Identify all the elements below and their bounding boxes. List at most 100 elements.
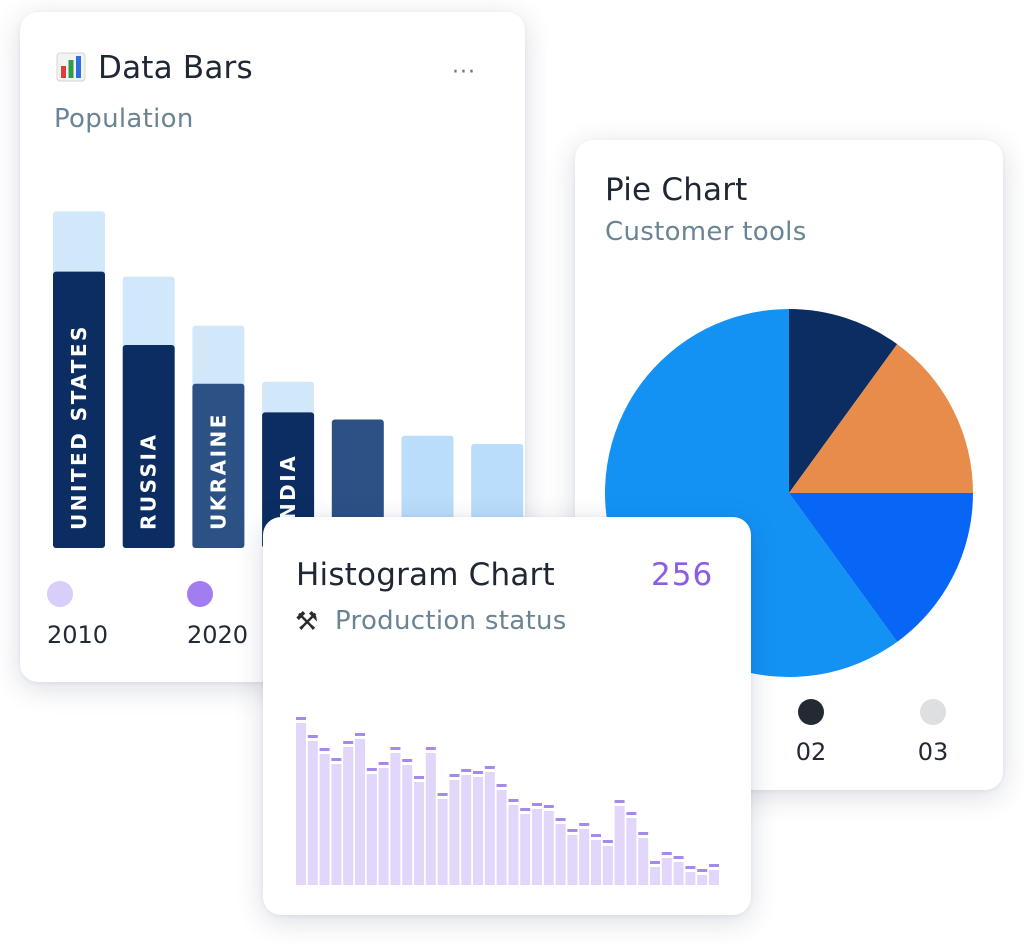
bar-label-0: UNITED STATES <box>67 324 91 530</box>
bar-chart-icon <box>56 52 86 82</box>
histogram-bar-cap-0 <box>296 717 306 720</box>
histogram-bar-35 <box>709 870 719 885</box>
histogram-bar-25 <box>591 840 601 885</box>
histogram-bar-cap-21 <box>543 805 554 808</box>
histogram-bar-10 <box>414 782 424 885</box>
histogram-bar-8 <box>390 753 401 885</box>
data-bars-subtitle: Population <box>54 104 194 134</box>
histogram-bar-cap-26 <box>602 840 613 843</box>
histogram-bar-cap-7 <box>378 762 389 765</box>
histogram-chart <box>296 717 719 885</box>
histogram-bar-cap-30 <box>650 861 660 864</box>
histogram-bar-29 <box>638 838 649 885</box>
histogram-bar-19 <box>520 814 531 885</box>
bar-2010-0 <box>53 211 105 275</box>
histogram-bar-27 <box>614 806 625 885</box>
histogram-bar-18 <box>508 805 519 885</box>
histogram-bar-cap-25 <box>591 834 601 837</box>
legend-dot-2010 <box>47 581 73 607</box>
histogram-bar-11 <box>425 753 436 885</box>
histogram-bar-cap-24 <box>579 823 590 826</box>
histogram-bar-cap-15 <box>473 771 483 774</box>
pie-chart-title: Pie Chart <box>605 172 748 208</box>
histogram-bar-1 <box>307 741 318 885</box>
pie-slice-3 <box>789 493 973 642</box>
histogram-bar-14 <box>461 775 472 885</box>
histogram-bar-33 <box>685 872 696 885</box>
histogram-bar-cap-4 <box>343 741 354 744</box>
histogram-bar-15 <box>473 777 483 885</box>
histogram-bar-cap-13 <box>449 774 460 777</box>
histogram-bar-cap-9 <box>402 759 413 762</box>
histogram-bar-28 <box>626 818 637 885</box>
bar-2010-2 <box>192 325 245 387</box>
histogram-bar-cap-1 <box>307 735 318 738</box>
histogram-bar-4 <box>343 747 354 885</box>
hammer-and-pick-icon: ⚒ <box>295 607 319 637</box>
legend-label-2020: 2020 <box>187 621 248 649</box>
histogram-bar-5 <box>355 739 365 885</box>
histogram-bar-cap-8 <box>390 747 401 750</box>
histogram-bar-cap-16 <box>484 766 495 769</box>
histogram-bar-cap-2 <box>319 748 330 751</box>
histogram-bar-cap-12 <box>437 793 448 796</box>
histogram-bar-2 <box>319 754 330 885</box>
histogram-bar-cap-33 <box>685 866 696 869</box>
histogram-bar-26 <box>602 846 613 885</box>
pie-slice-2 <box>789 344 973 493</box>
histogram-bar-12 <box>437 799 448 885</box>
histogram-bar-23 <box>567 835 578 885</box>
histogram-bar-3 <box>331 764 342 885</box>
histogram-bar-22 <box>555 824 566 885</box>
histogram-bar-cap-11 <box>425 747 436 750</box>
bar-2020-0 <box>53 271 105 548</box>
histogram-bar-cap-34 <box>697 869 708 872</box>
histogram-bar-cap-17 <box>496 784 507 787</box>
histogram-bar-13 <box>449 780 460 885</box>
histogram-subtitle: Production status <box>335 606 567 636</box>
histogram-bar-cap-20 <box>532 803 542 806</box>
histogram-value: 256 <box>651 557 714 593</box>
data-bars-title: Data Bars <box>98 50 253 86</box>
pie-legend-dot-2 <box>920 699 946 725</box>
pie-chart-subtitle: Customer tools <box>605 217 807 247</box>
histogram-bar-cap-31 <box>661 852 672 855</box>
bar-2020-2 <box>192 383 245 548</box>
histogram-bar-cap-22 <box>555 818 566 821</box>
histogram-bar-cap-6 <box>366 768 377 771</box>
bar-2020-1 <box>122 345 175 548</box>
histogram-bar-cap-10 <box>414 776 424 779</box>
histogram-bar-34 <box>697 875 708 885</box>
bar-2010-3 <box>262 381 315 416</box>
histogram-bar-20 <box>532 809 542 885</box>
bar-2010-1 <box>122 276 175 349</box>
histogram-bar-cap-27 <box>614 800 625 803</box>
histogram-bar-cap-3 <box>331 758 342 761</box>
histogram-bar-21 <box>543 811 554 885</box>
histogram-bar-cap-35 <box>709 864 719 867</box>
histogram-bar-31 <box>661 858 672 885</box>
histogram-bar-0 <box>296 723 306 885</box>
legend-label-2010: 2010 <box>47 621 108 649</box>
histogram-bar-9 <box>402 765 413 885</box>
histogram-bar-6 <box>366 774 377 885</box>
bar-label-1: RUSSIA <box>137 433 161 530</box>
bar-label-2: UKRAINE <box>206 412 230 530</box>
histogram-bar-cap-14 <box>461 769 472 772</box>
pie-legend-dot-1 <box>798 699 824 725</box>
histogram-bar-17 <box>496 790 507 885</box>
histogram-title: Histogram Chart <box>296 557 555 593</box>
histogram-bar-7 <box>378 768 389 885</box>
histogram-bar-24 <box>579 829 590 885</box>
histogram-bar-cap-23 <box>567 829 578 832</box>
pie-legend-label-1: 02 <box>796 738 827 766</box>
legend-dot-2020 <box>187 581 213 607</box>
histogram-bar-30 <box>650 867 660 885</box>
histogram-bar-32 <box>673 862 684 885</box>
pie-slice-1 <box>789 309 898 493</box>
bar-2020-4 <box>331 419 384 548</box>
histogram-card: Histogram Chart 256 ⚒ Production status <box>263 517 751 915</box>
more-options-icon[interactable]: ··· <box>452 60 476 85</box>
histogram-bar-cap-32 <box>673 856 684 859</box>
histogram-bar-cap-5 <box>355 733 365 736</box>
